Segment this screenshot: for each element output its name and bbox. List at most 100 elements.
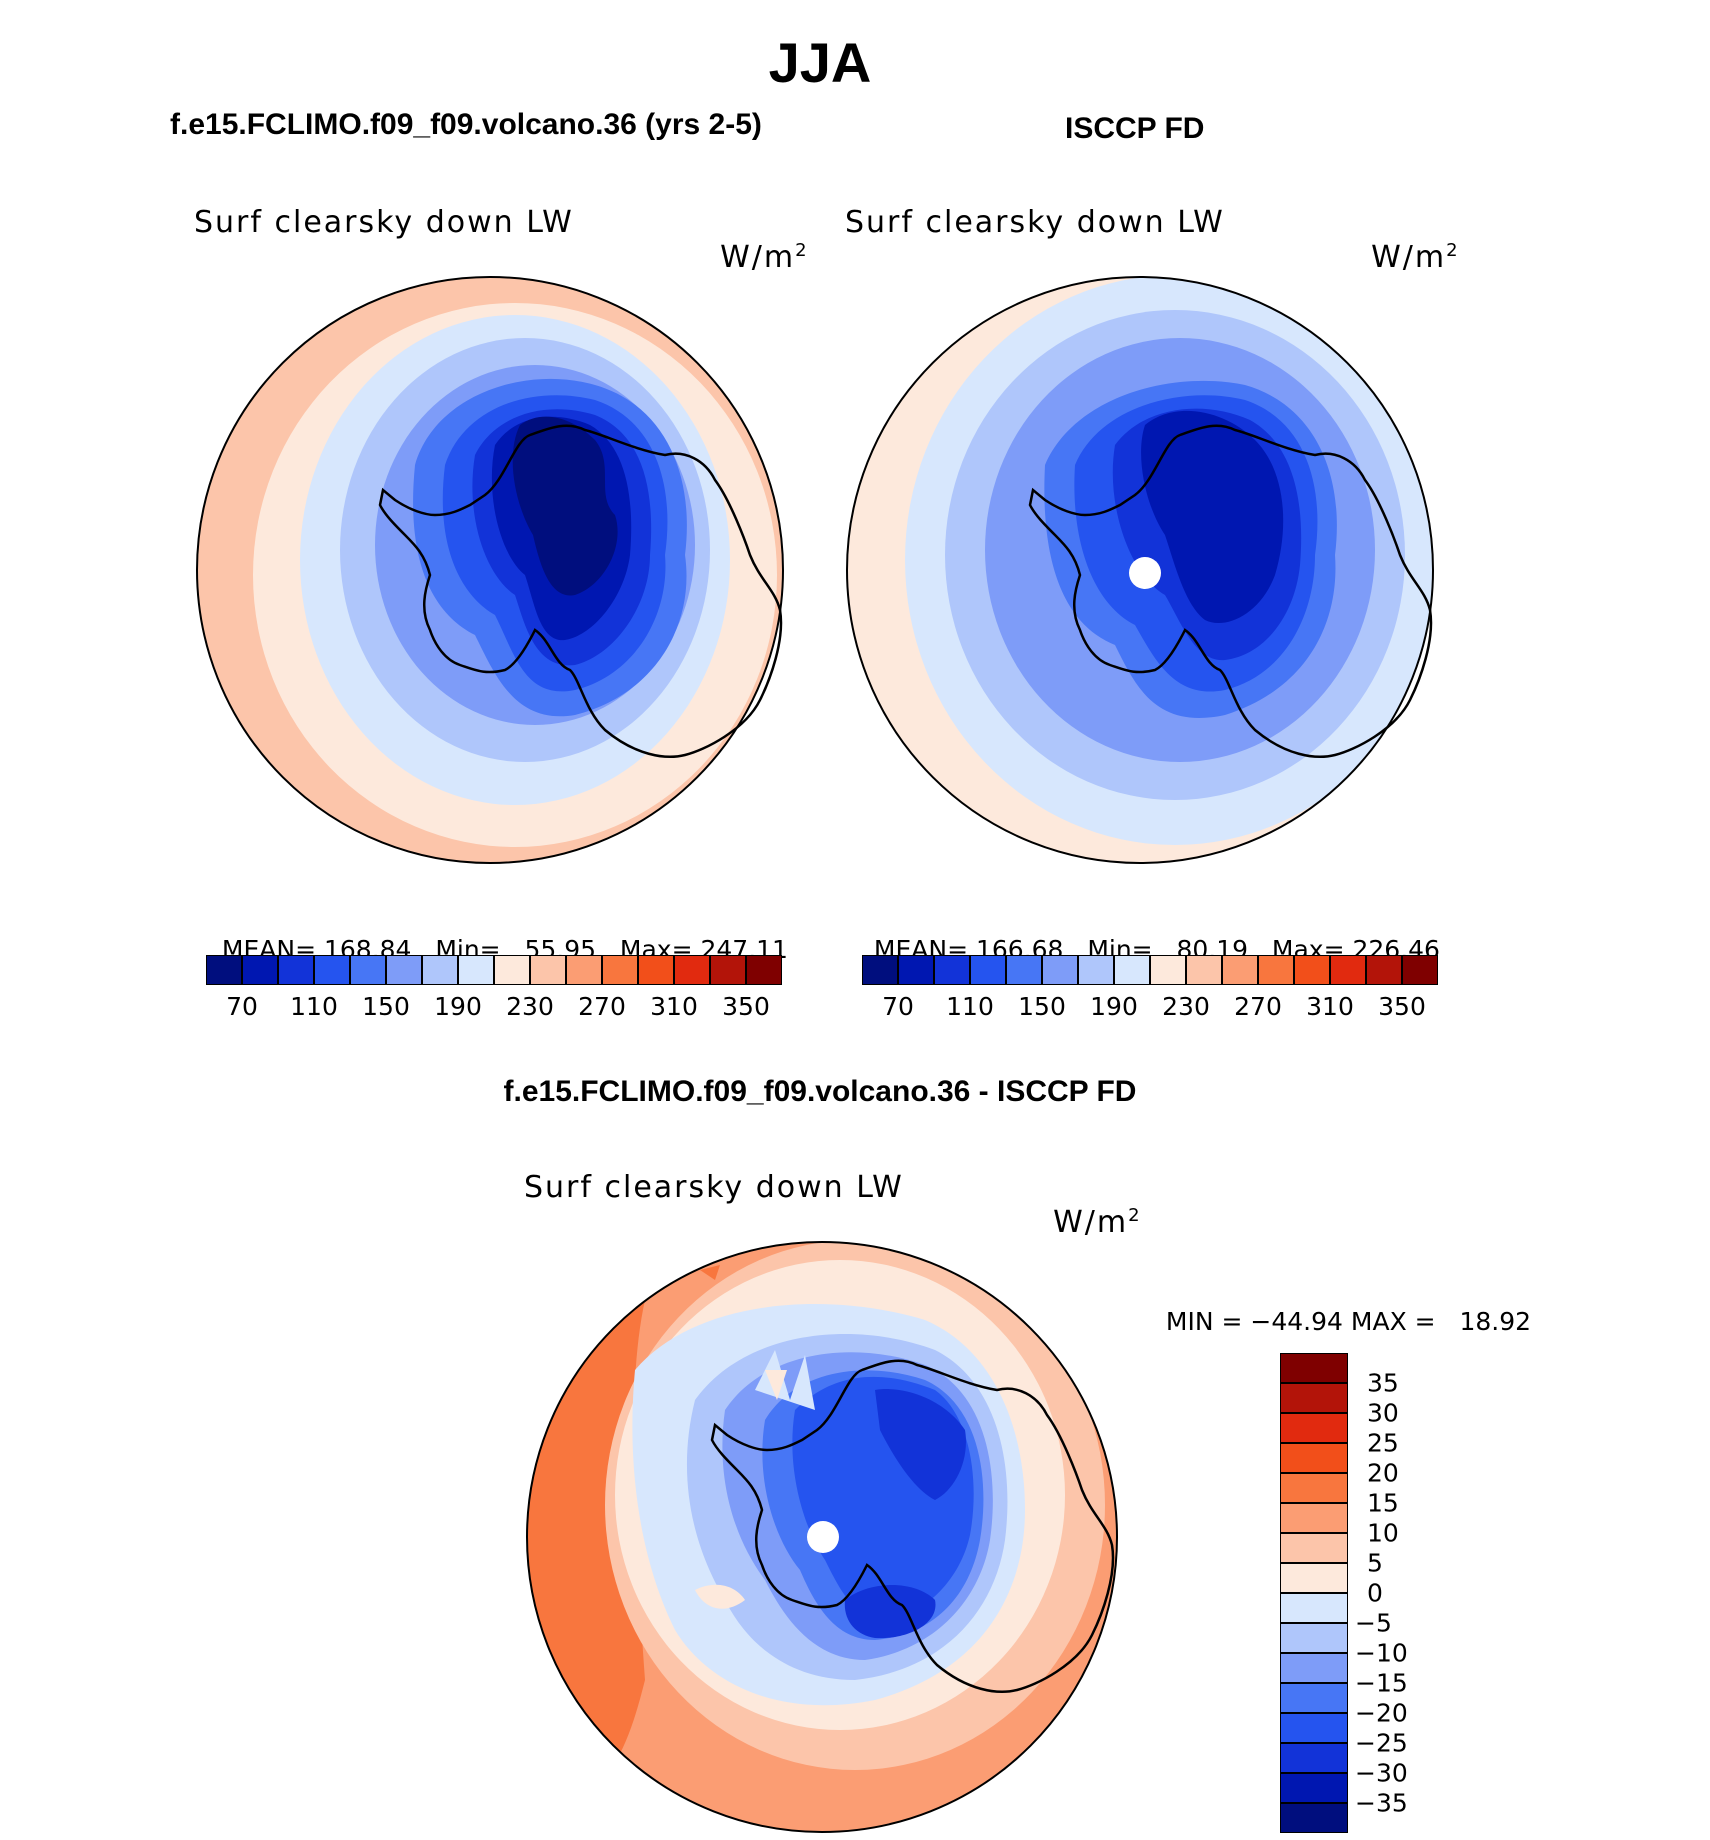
colorbar-swatch — [350, 955, 386, 985]
colorbar-swatch — [1280, 1383, 1348, 1413]
colorbar-swatch — [530, 955, 566, 985]
region-fill — [755, 1350, 815, 1410]
colorbar-diff — [1280, 1353, 1348, 1833]
region-fill — [695, 1584, 745, 1609]
colorbar-model — [206, 955, 782, 985]
colorbar-swatch — [1280, 1773, 1348, 1803]
coastline — [1028, 424, 1433, 758]
colorbar-swatch — [1294, 955, 1330, 985]
map-boundary — [196, 276, 784, 864]
colorbar-tick-label: 15 — [1367, 1488, 1399, 1518]
colorbar-swatch — [1330, 955, 1366, 985]
colorbar-swatch — [674, 955, 710, 985]
map-model-polar — [196, 276, 784, 864]
units-base: W/m — [1053, 1205, 1129, 1240]
colorbar-diff-ticks: 35 30 25 20 15 10 5 0 −5 −10 −15 −20 −25 −30 −35 — [1355, 1353, 1435, 1833]
colorbar-swatch — [1280, 1683, 1348, 1713]
colorbar-tick-label: −20 — [1355, 1698, 1408, 1728]
colorbar-swatch — [1258, 955, 1294, 985]
colorbar-tick-label: −15 — [1355, 1668, 1408, 1698]
panel-model-units: W/m2 — [697, 205, 809, 275]
coastline — [710, 1359, 1115, 1693]
colorbar-swatch — [970, 955, 1006, 985]
region-fill — [700, 1265, 720, 1280]
colorbar-swatch — [242, 955, 278, 985]
colorbar-obs-ticks: 70 110 150 190 230 270 310 350 — [862, 992, 1438, 1022]
panel-obs-units: W/m2 — [1348, 205, 1460, 275]
colorbar-tick-label: 10 — [1367, 1518, 1399, 1548]
colorbar-tick-label: 150 — [1018, 992, 1066, 1021]
colorbar-swatch — [1150, 955, 1186, 985]
colorbar-tick-label: −35 — [1355, 1788, 1408, 1818]
colorbar-tick-label: 310 — [1306, 992, 1354, 1021]
colorbar-tick-label: 110 — [946, 992, 994, 1021]
colorbar-swatch — [566, 955, 602, 985]
colorbar-swatch — [934, 955, 970, 985]
colorbar-swatch — [278, 955, 314, 985]
region-fill — [765, 1370, 787, 1400]
max-value: 18.92 — [1459, 1307, 1532, 1336]
colorbar-obs — [862, 955, 1438, 985]
colorbar-swatch — [1078, 955, 1114, 985]
colorbar-tick-label: 70 — [226, 992, 258, 1021]
region-fill — [875, 1389, 966, 1500]
units-exponent: 2 — [1128, 1205, 1142, 1226]
panel-diff-units: W/m2 — [1030, 1170, 1142, 1240]
region-fill — [512, 416, 618, 596]
colorbar-tick-label: 25 — [1367, 1428, 1399, 1458]
colorbar-tick-label: −30 — [1355, 1758, 1408, 1788]
colorbar-tick-label: −25 — [1355, 1728, 1408, 1758]
colorbar-swatch — [314, 955, 350, 985]
colorbar-tick-label: 190 — [434, 992, 482, 1021]
colorbar-swatch — [1280, 1803, 1348, 1833]
panel-model-variable-label: Surf clearsky down LW — [194, 205, 574, 240]
colorbar-swatch — [1222, 955, 1258, 985]
panel-obs-variable-label: Surf clearsky down LW — [845, 205, 1225, 240]
colorbar-tick-label: 20 — [1367, 1458, 1399, 1488]
colorbar-tick-label: 350 — [722, 992, 770, 1021]
colorbar-tick-label: 110 — [290, 992, 338, 1021]
units-exponent: 2 — [1446, 240, 1460, 261]
min-label: MIN = — [1165, 1307, 1243, 1336]
colorbar-tick-label: −5 — [1355, 1608, 1392, 1638]
colorbar-tick-label: 70 — [882, 992, 914, 1021]
panel-diff-title: f.e15.FCLIMO.f09_f09.volcano.36 - ISCCP … — [503, 1075, 1137, 1108]
map-boundary — [846, 276, 1434, 864]
colorbar-swatch — [1042, 955, 1078, 985]
colorbar-tick-label: −10 — [1355, 1638, 1408, 1668]
colorbar-tick-label: 230 — [1162, 992, 1210, 1021]
panel-diff-variable-label: Surf clearsky down LW — [524, 1170, 904, 1205]
colorbar-swatch — [458, 955, 494, 985]
panel-model-title: f.e15.FCLIMO.f09_f09.volcano.36 (yrs 2-5… — [170, 108, 762, 141]
colorbar-swatch — [638, 955, 674, 985]
figure-title: JJA — [768, 31, 872, 94]
missing-data-polar-hole — [1129, 557, 1161, 589]
colorbar-swatch — [1280, 1743, 1348, 1773]
map-boundary — [526, 1241, 1118, 1833]
colorbar-swatch — [746, 955, 782, 985]
colorbar-swatch — [1280, 1413, 1348, 1443]
min-value: −44.94 — [1250, 1307, 1343, 1336]
colorbar-tick-label: 150 — [362, 992, 410, 1021]
colorbar-swatch — [206, 955, 242, 985]
colorbar-swatch — [1280, 1503, 1348, 1533]
region-fill — [1141, 410, 1284, 623]
colorbar-swatch — [1006, 955, 1042, 985]
colorbar-tick-label: 5 — [1367, 1548, 1383, 1578]
colorbar-swatch — [1280, 1653, 1348, 1683]
colorbar-swatch — [1280, 1713, 1348, 1743]
colorbar-tick-label: 230 — [506, 992, 554, 1021]
colorbar-swatch — [1280, 1443, 1348, 1473]
colorbar-swatch — [386, 955, 422, 985]
colorbar-tick-label: 310 — [650, 992, 698, 1021]
colorbar-tick-label: 35 — [1367, 1368, 1399, 1398]
panel-diff-stats: MIN = −44.94 MAX = 18.92 — [1150, 1278, 1531, 1336]
colorbar-swatch — [1280, 1533, 1348, 1563]
panel-obs-title: ISCCP FD — [1065, 112, 1205, 145]
colorbar-swatch — [1280, 1473, 1348, 1503]
colorbar-tick-label: 0 — [1367, 1578, 1383, 1608]
colorbar-swatch — [1402, 955, 1438, 985]
colorbar-swatch — [1280, 1623, 1348, 1653]
colorbar-swatch — [422, 955, 458, 985]
colorbar-swatch — [898, 955, 934, 985]
